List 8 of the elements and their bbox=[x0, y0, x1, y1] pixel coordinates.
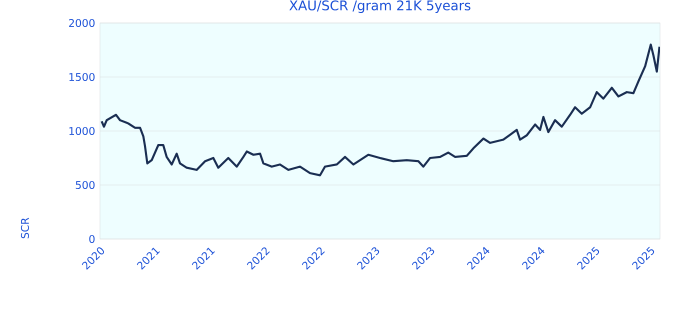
y-axis-title: SCR bbox=[20, 218, 29, 238]
y-tick-label: 500 bbox=[76, 180, 95, 190]
chart-title: XAU/SCR /gram 21K 5years bbox=[289, 0, 470, 14]
y-tick-label: 1000 bbox=[69, 126, 95, 136]
y-tick-label: 1500 bbox=[69, 72, 95, 82]
y-tick-label: 0 bbox=[89, 234, 95, 244]
line-series bbox=[100, 44, 660, 176]
y-tick-label: 2000 bbox=[69, 18, 95, 28]
